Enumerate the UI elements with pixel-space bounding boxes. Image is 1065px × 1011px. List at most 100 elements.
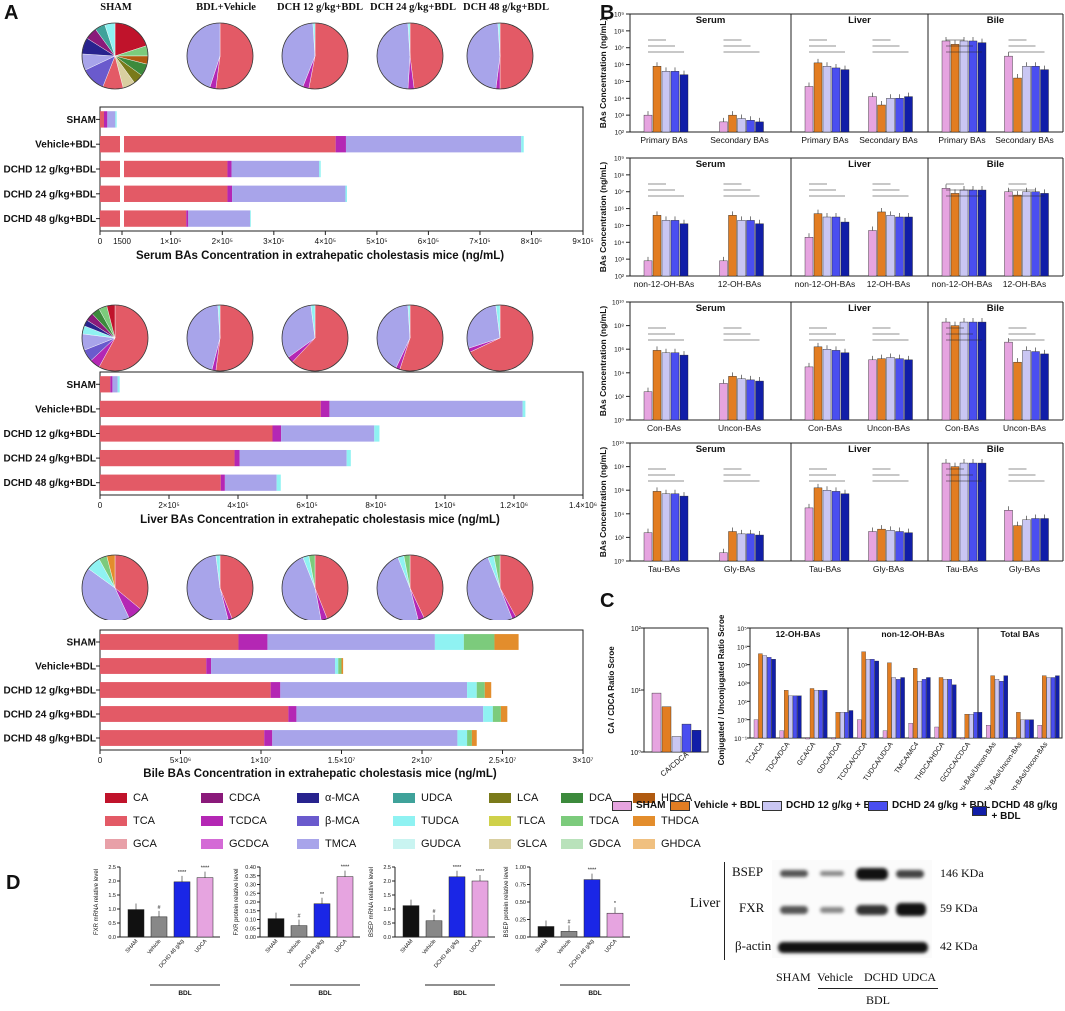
bar <box>904 216 913 277</box>
bar <box>448 876 466 938</box>
sig-label: **** <box>341 865 350 871</box>
bar <box>173 881 191 938</box>
bar <box>746 119 755 133</box>
legend-label: β-MCA <box>325 815 360 827</box>
bar <box>840 352 850 421</box>
row-label: DCHD 24 g/kg+BDL <box>3 189 96 200</box>
ratio-bar <box>896 679 901 739</box>
sig-label: # <box>567 919 571 925</box>
y-tick-label: 10⁰ <box>737 718 747 725</box>
y-tick-label: 10⁸ <box>614 172 624 179</box>
left-category: CA/CDCA <box>659 750 691 779</box>
category-label: Vehicle <box>287 938 303 955</box>
bar-TMCA <box>188 210 251 227</box>
pie-outline <box>186 554 254 620</box>
section-label: non-12-OH-BAs <box>881 629 945 639</box>
x-category-label: Primary BAs <box>801 135 848 145</box>
legend-item-CA: CA <box>105 792 148 804</box>
bar <box>583 879 601 938</box>
bar-TDCA <box>338 658 342 674</box>
section-title: Serum <box>696 444 726 455</box>
ratio-bar <box>921 679 927 739</box>
panel-d-label: D <box>6 872 21 894</box>
sig-label: ** <box>320 892 325 898</box>
bar <box>1004 510 1013 562</box>
category-label: DCHD 48 g/kg <box>298 938 325 969</box>
x-tick-label: 1.2×10⁶ <box>500 501 528 510</box>
bar <box>746 220 755 277</box>
blot-bdl-label: BDL <box>866 993 890 1007</box>
legend-label: CDCA <box>229 792 261 804</box>
x-tick-label: 2×10⁵ <box>212 237 233 246</box>
bar <box>425 920 443 938</box>
ratio-bar <box>848 710 854 739</box>
bar-TCA <box>100 160 228 178</box>
bar <box>886 530 895 562</box>
bar <box>1022 66 1031 133</box>
legend-label: α-MCA <box>325 792 360 804</box>
bar <box>652 66 662 133</box>
bar <box>150 916 168 938</box>
western-blot: Liver BSEP FXR β-actin 146 KDa 59 KDa 42… <box>690 860 1060 1010</box>
legend-label: GDCA <box>589 838 621 850</box>
ratio-bar <box>1046 677 1051 739</box>
blot-band-fxr-dchd <box>856 905 888 915</box>
bar <box>941 462 951 562</box>
bar <box>728 215 737 277</box>
bar-TDCA <box>476 682 485 698</box>
legend-label: TUDCA <box>421 815 459 827</box>
pie-outline <box>376 304 444 372</box>
x-tick-label: 2.5×10⁷ <box>489 756 517 765</box>
legend-item-TLCA: TLCA <box>489 815 545 827</box>
bar-TCDCA <box>335 136 346 153</box>
ratio-bar <box>986 725 991 739</box>
bar-TUDCA <box>483 706 493 722</box>
bar <box>670 493 680 562</box>
ratio-bar <box>805 737 810 740</box>
bar <box>196 877 214 938</box>
bar-TUDCA <box>115 111 117 128</box>
bar <box>895 358 904 421</box>
bar <box>670 220 680 277</box>
bar <box>1022 519 1031 562</box>
x-tick-label: 4×10⁵ <box>315 237 336 246</box>
bar <box>679 74 689 133</box>
panel-c-label: C <box>600 590 615 612</box>
ratio-bar <box>823 690 828 739</box>
section-label: 12-OH-BAs <box>776 629 821 639</box>
pie-outline <box>186 304 254 372</box>
y-tick-label: 10⁴ <box>614 511 624 518</box>
x-tick-label: 3×10⁷ <box>573 756 594 765</box>
x-category-label: Secondary BAs <box>859 135 918 145</box>
ratio-bar <box>1055 675 1060 739</box>
y-axis-title: BAs Concentration (ng/mL) <box>600 306 608 417</box>
row-label: SHAM <box>67 380 96 391</box>
y-tick-label: 0.35 <box>245 874 256 880</box>
y-tick-label: 1.5 <box>383 893 391 899</box>
ratio-bar <box>779 730 784 739</box>
ratio-bar <box>788 695 793 739</box>
pie-header-sham: SHAM <box>100 2 132 13</box>
bar <box>895 216 904 277</box>
bar <box>746 379 755 421</box>
x-tick-label: 5×10⁵ <box>366 237 387 246</box>
x-tick-label: 1×10⁷ <box>251 756 272 765</box>
ratio-bar <box>814 690 819 739</box>
bar <box>804 86 814 133</box>
blot-band-fxr-sham <box>780 906 808 914</box>
bar-TCA <box>100 706 289 722</box>
legend-swatch <box>297 793 319 803</box>
legend-swatch <box>489 793 511 803</box>
pie-header-d24: DCH 24 g/kg+BDL <box>370 2 456 13</box>
y-tick-label: 0.20 <box>245 900 256 906</box>
bar <box>1040 193 1049 277</box>
y-tick-label: 10¹ <box>631 688 642 695</box>
bar <box>719 383 728 421</box>
bar <box>886 98 895 133</box>
legend-item-DCA: DCA <box>561 792 612 804</box>
x-category-label: Primary BAs <box>938 135 985 145</box>
bar <box>968 462 978 562</box>
group-legend-label: Vehicle + BDL <box>694 800 761 811</box>
x-category-label: Primary BAs <box>640 135 687 145</box>
row-label: Vehicle+BDL <box>35 404 96 415</box>
